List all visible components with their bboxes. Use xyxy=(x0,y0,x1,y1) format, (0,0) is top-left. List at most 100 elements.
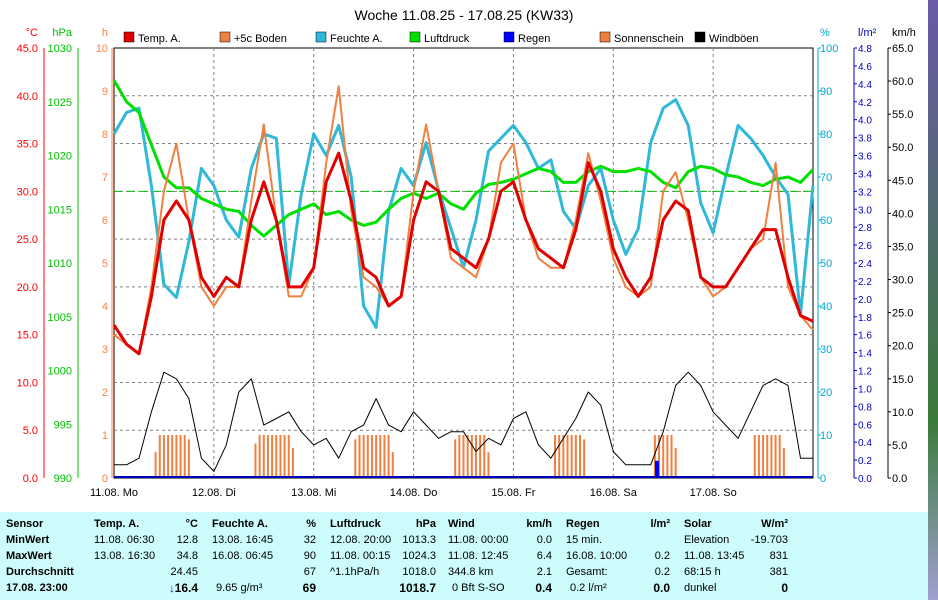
humidity-min-time: 13.08. 16:45 xyxy=(212,534,274,546)
sunshine-bar xyxy=(753,435,756,478)
sunshine-bar xyxy=(287,435,290,478)
x-tick-label: 17.08. So xyxy=(690,487,737,499)
sunshine-bar xyxy=(574,435,577,478)
wm2-tick-label: 2.2 xyxy=(858,277,872,288)
humidity-title: Feuchte A. xyxy=(212,518,268,530)
hpa-tick-label: 1005 xyxy=(48,312,72,324)
rain-max-time: 16.08. 10:00 xyxy=(566,550,628,562)
percent-tick-label: 50 xyxy=(820,258,832,270)
wind-beaufort: 0 Bft S-SO xyxy=(452,582,505,594)
wm2-unit-label: l/m² xyxy=(858,27,877,39)
temp-title: Temp. A. xyxy=(94,518,140,530)
solar-state: dunkel xyxy=(684,582,717,594)
hpa-tick-label: 1030 xyxy=(48,43,72,55)
legend-label: Luftdruck xyxy=(424,33,470,45)
humidity-absolute: 9.65 g/m³ xyxy=(216,582,263,594)
wm2-tick-label: 2.6 xyxy=(858,241,872,252)
percent-tick-label: 90 xyxy=(820,86,832,98)
wm2-tick-label: 1.2 xyxy=(858,367,872,378)
hpa-tick-label: 1010 xyxy=(48,258,72,270)
rain-title: Regen xyxy=(566,518,600,530)
pressure-min-value: 1013.3 xyxy=(402,534,436,546)
sunshine-bar xyxy=(757,435,760,478)
wm2-tick-label: 0.2 xyxy=(858,456,872,467)
wm2-tick-label: 1.4 xyxy=(858,349,872,360)
humidity-unit: % xyxy=(306,518,316,530)
humidity-max-value: 90 xyxy=(303,550,316,562)
series-line-luftdruck xyxy=(112,79,815,238)
wm2-tick-label: 0.8 xyxy=(858,402,872,413)
wm2-tick-label: 3.6 xyxy=(858,152,872,163)
wind-distance: 344.8 km xyxy=(448,566,494,578)
percent-tick-label: 0 xyxy=(820,473,826,485)
temp-max-value: 34.8 xyxy=(176,550,198,562)
elevation-label: Elevation xyxy=(684,534,730,546)
sunshine-bar xyxy=(354,439,357,478)
sunshine-bar xyxy=(770,435,773,478)
percent-tick-label: 100 xyxy=(820,43,838,55)
rain-total: 0.2 xyxy=(654,566,670,578)
legend-label: Feuchte A. xyxy=(330,33,383,45)
wm2-tick-label: 4.0 xyxy=(858,116,872,127)
sunshine-bar xyxy=(291,447,294,478)
kmh-tick-label: 40.0 xyxy=(892,208,913,220)
kmh-tick-label: 15.0 xyxy=(892,374,913,386)
sunshine-bar xyxy=(782,447,785,478)
legend-swatch xyxy=(503,31,515,43)
hours-tick-label: 0 xyxy=(102,473,108,485)
solar-average: 381 xyxy=(769,566,788,578)
wm2-tick-label: 1.0 xyxy=(858,384,872,395)
x-tick-label: 12.08. Di xyxy=(192,487,236,499)
sunshine-bar xyxy=(454,439,457,478)
window-edge xyxy=(928,0,938,600)
pressure-title: Luftdruck xyxy=(330,518,381,530)
wm2-tick-label: 3.4 xyxy=(858,169,872,180)
sunshine-bar xyxy=(391,452,394,478)
pressure-current: 1018.7 xyxy=(399,581,436,595)
sunshine-bar xyxy=(262,435,265,478)
sunshine-bar xyxy=(275,435,278,478)
wind-max-value: 6.4 xyxy=(536,550,552,562)
minwert-label: MinWert xyxy=(6,534,50,546)
sunshine-bar xyxy=(583,439,586,478)
hours-tick-label: 8 xyxy=(102,129,108,141)
pressure-max-time: 11.08. 00:15 xyxy=(330,550,391,562)
legend-label: Windböen xyxy=(709,33,759,45)
hours-tick-label: 7 xyxy=(102,172,108,184)
temp-unit: °C xyxy=(185,518,198,530)
sunshine-bar xyxy=(766,435,769,478)
wm2-tick-label: 1.6 xyxy=(858,331,872,342)
wm2-tick-label: 1.8 xyxy=(858,313,872,324)
wm2-tick-label: 4.2 xyxy=(858,98,872,109)
sunshine-bar xyxy=(658,435,661,478)
temp-average: 24.45 xyxy=(170,566,198,578)
sunshine-bar xyxy=(579,435,581,478)
trend-down-icon: ↓ xyxy=(169,583,175,595)
sunshine-bar xyxy=(479,435,482,478)
celsius-unit-label: °C xyxy=(26,27,38,39)
sunshine-bar xyxy=(558,435,561,478)
temp-max-time: 13.08. 16:30 xyxy=(94,550,156,562)
hours-unit-label: h xyxy=(102,27,108,39)
wm2-tick-label: 4.8 xyxy=(858,44,872,55)
kmh-tick-label: 25.0 xyxy=(892,308,913,320)
pressure-trend: ^1.1hPa/h xyxy=(330,566,380,578)
humidity-min-value: 32 xyxy=(303,534,316,546)
sunshine-bar xyxy=(458,435,461,478)
legend-label: Regen xyxy=(518,33,550,45)
sunshine-bar xyxy=(554,435,557,478)
maxwert-label: MaxWert xyxy=(6,550,52,562)
sunshine-bar xyxy=(187,439,190,478)
sunshine-bar xyxy=(466,435,469,478)
hours-tick-label: 3 xyxy=(102,344,108,356)
rain-unit: l/m² xyxy=(650,518,670,530)
x-tick-label: 13.08. Mi xyxy=(291,487,336,499)
kmh-tick-label: 20.0 xyxy=(892,341,913,353)
percent-tick-label: 20 xyxy=(820,387,832,399)
kmh-tick-label: 10.0 xyxy=(892,407,913,419)
rain-column: Regen l/m² 15 min. 16.08. 10:00 0.2 Gesa… xyxy=(564,512,674,600)
x-tick-label: 16.08. Sa xyxy=(590,487,638,499)
sunshine-bar xyxy=(154,452,157,478)
humidity-average: 67 xyxy=(303,566,316,578)
